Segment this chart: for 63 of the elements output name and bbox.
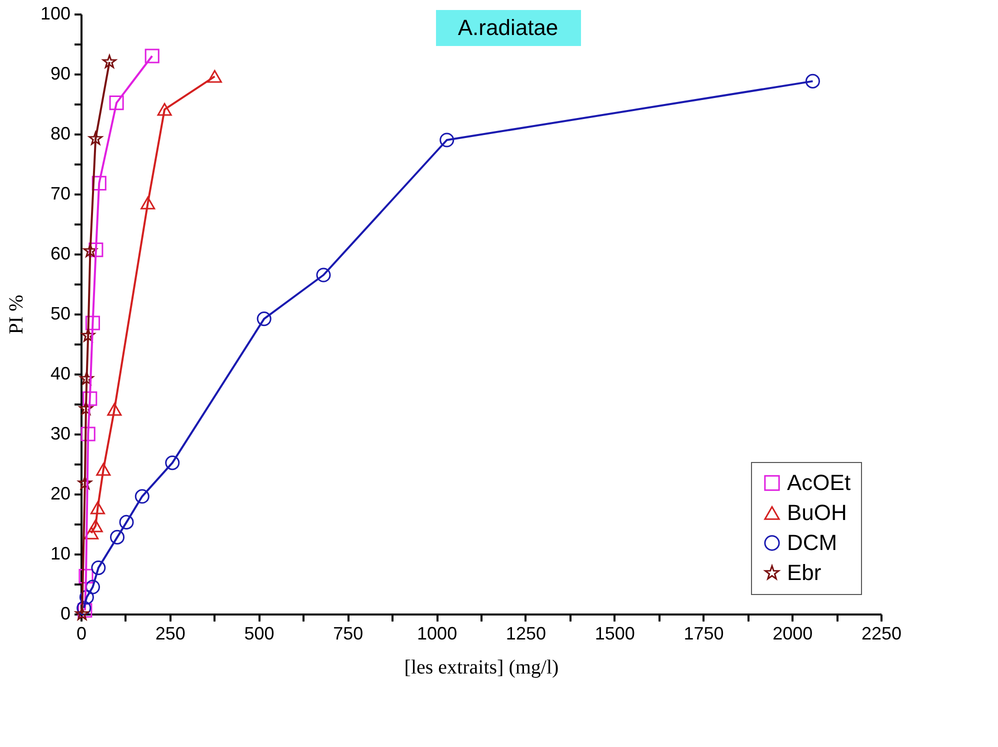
- y-axis-title: PI %: [5, 294, 28, 334]
- point: [80, 426, 96, 442]
- y-tick-label: 20: [50, 484, 70, 504]
- point: [78, 568, 94, 584]
- point: [78, 476, 92, 490]
- point: [88, 242, 104, 258]
- y-tick-label: 10: [50, 544, 70, 564]
- y-tick-label: 60: [50, 244, 70, 264]
- x-tick-label: 1250: [506, 624, 546, 644]
- x-tick-label: 1500: [594, 624, 635, 644]
- y-tick-label: 50: [50, 304, 70, 324]
- y-tick-label: 30: [50, 424, 70, 444]
- y-tick-label: 0: [60, 604, 70, 624]
- legend-label: BuOH: [787, 500, 847, 525]
- y-tick-label: 90: [50, 64, 70, 84]
- point: [207, 70, 222, 83]
- point: [119, 514, 134, 530]
- point: [83, 244, 98, 258]
- point: [109, 96, 124, 110]
- point: [80, 372, 94, 385]
- point: [85, 316, 100, 330]
- y-tick-label: 40: [50, 364, 70, 384]
- point: [90, 501, 105, 514]
- point: [84, 526, 99, 540]
- x-tick-label: 0: [76, 624, 87, 644]
- x-tick-label: 1000: [417, 624, 458, 644]
- point: [79, 402, 93, 415]
- point: [88, 519, 103, 532]
- x-tick-label: 2000: [772, 624, 813, 644]
- x-tick-label: 1750: [684, 624, 724, 644]
- point: [316, 268, 331, 282]
- legend-label: DCM: [787, 530, 838, 555]
- point: [256, 312, 272, 326]
- legend-label: AcOEt: [787, 470, 851, 495]
- point: [144, 48, 160, 64]
- point: [82, 391, 98, 406]
- point: [75, 606, 90, 620]
- x-tick-label: 2250: [861, 624, 902, 644]
- y-tick-label: 80: [50, 124, 70, 144]
- point: [440, 132, 454, 148]
- point: [81, 328, 96, 342]
- point: [134, 489, 150, 504]
- y-tick-label: 70: [50, 184, 70, 204]
- point: [91, 560, 106, 576]
- point: [96, 463, 111, 476]
- point: [79, 590, 94, 604]
- point: [107, 403, 122, 416]
- y-tick-label: 100: [40, 4, 70, 24]
- chart-title: A.radiatae: [458, 15, 558, 40]
- point: [110, 530, 125, 544]
- point: [165, 456, 180, 470]
- point: [85, 580, 100, 594]
- point: [102, 54, 116, 68]
- x-tick-label: 750: [333, 624, 364, 644]
- legend-label: Ebr: [787, 560, 822, 585]
- x-axis-title: [les extraits] (mg/l): [404, 656, 559, 678]
- point: [805, 74, 820, 88]
- x-tick-label: 250: [155, 624, 186, 644]
- point: [92, 176, 106, 190]
- point: [157, 103, 172, 116]
- point: [88, 132, 103, 145]
- point: [140, 196, 156, 210]
- x-tick-label: 500: [244, 624, 274, 644]
